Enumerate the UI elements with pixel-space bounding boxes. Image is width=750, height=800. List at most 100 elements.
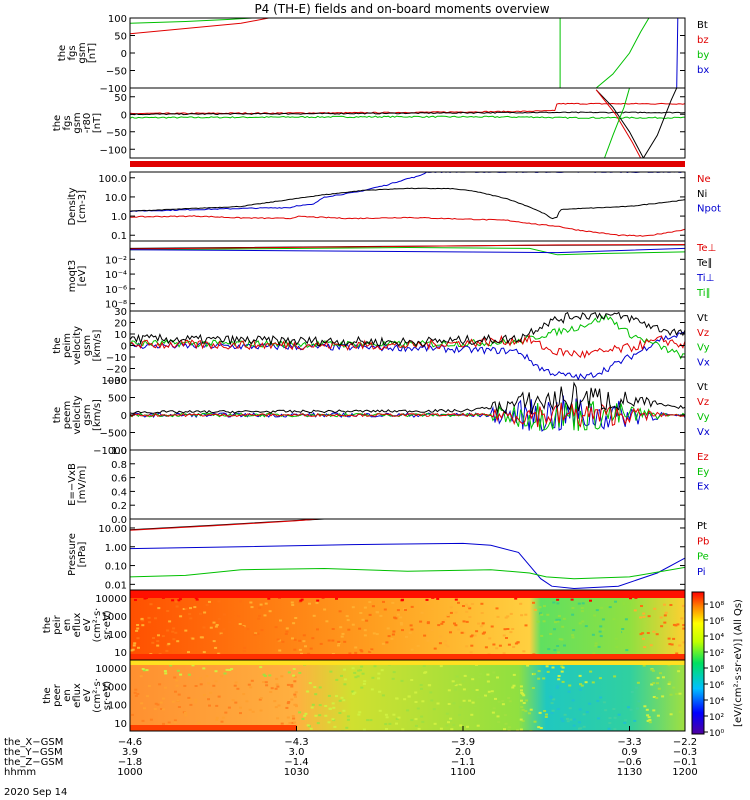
ytick-label: 0.10 xyxy=(105,562,127,573)
ylabel-line: -r80 xyxy=(82,113,93,133)
ytick-label: −50 xyxy=(106,67,127,78)
ylabel-line: [nT] xyxy=(92,113,103,133)
legend-Te∥: Te∥ xyxy=(696,258,713,269)
ylabel-line: [nPa] xyxy=(77,541,88,567)
ylabel-line: [km/s] xyxy=(92,399,103,431)
ylabel-line: (cm²·s· xyxy=(92,678,103,713)
ylabel-line: [cm-3] xyxy=(77,190,88,223)
legend-Ey: Ey xyxy=(697,467,709,478)
colorbar: 10⁸ 10⁶ 10⁴ 10² 10⁸ 10⁶ 10⁴ 10² 10⁰ [eV/(cm²·s·s… xyxy=(691,591,744,739)
ylabel-line: peer xyxy=(52,683,63,707)
panel-pressure: 10.00 1.00 0.10 0.01 Pressure [nPa] Pt Pb Pe Pi xyxy=(67,518,709,591)
legend-Pi: Pi xyxy=(697,567,706,578)
colorbar-tick: 10⁶ xyxy=(709,617,724,627)
legend-Ez: Ez xyxy=(697,452,709,463)
ytick-label: 0 xyxy=(121,49,127,60)
legend-Pe: Pe xyxy=(697,552,709,563)
ylabel-line: E=−VxB xyxy=(67,463,78,506)
ylabel-line: velocity xyxy=(72,395,83,434)
figure-title: P4 (TH-E) fields and on-board moments ov… xyxy=(254,2,549,16)
fgs-gse-series-black-6 xyxy=(642,88,678,158)
colorbar-label: [eV/(cm²·s·sr·eV)] (All Qs) xyxy=(733,599,744,727)
legend-Bt: Bt xyxy=(697,20,708,31)
fgs-gse-series-green-7 xyxy=(604,88,630,158)
ytick-label: 20 xyxy=(114,319,127,330)
ylabel-line: eV xyxy=(82,618,93,631)
ytick-label: 1000 xyxy=(102,682,127,693)
legend-Ex: Ex xyxy=(697,482,709,493)
fgs-gse-series-black-4 xyxy=(595,89,644,158)
ytick-label: −100 xyxy=(100,145,127,156)
xaxis-value: −0.3 xyxy=(673,747,697,758)
panel-fgs: 100 50 0 −50 −100 the fgs gsm [nT] Bt bz by bx xyxy=(57,14,709,95)
ytick-label: 0.8 xyxy=(111,460,127,471)
xaxis-value: 1030 xyxy=(284,767,309,778)
ytick-label: 0.2 xyxy=(111,501,127,512)
legend-Pt: Pt xyxy=(697,521,707,532)
fgs-series-red-0 xyxy=(130,18,269,35)
ytick-label: 10⁻⁴ xyxy=(105,270,127,281)
ylabel-line: the xyxy=(42,687,53,703)
ytick-label: −500 xyxy=(100,429,127,440)
ytick-label: 1000 xyxy=(102,612,127,623)
panel-fgs-gse: 50 0 −50 −100 the fgs gsm -r80 [nT] xyxy=(52,87,686,159)
ytick-label: −100 xyxy=(100,84,127,95)
temperature-series-green-1 xyxy=(130,246,685,256)
colorbar-tick: 10² xyxy=(709,649,724,659)
temperature-series-blue-3 xyxy=(130,247,685,254)
density-series-blue-0 xyxy=(130,172,685,213)
xaxis-value: 3.9 xyxy=(122,747,138,758)
ytick-label: 10.0 xyxy=(105,193,127,204)
fgs-series-green-3 xyxy=(595,18,650,88)
fgs-series-green-1 xyxy=(130,18,253,24)
legend-Vz: Vz xyxy=(697,328,709,339)
legend-Ni: Ni xyxy=(697,189,707,200)
ytick-label: 10000 xyxy=(95,594,127,605)
density-series-red-2 xyxy=(130,215,685,237)
ytick-label: 1000 xyxy=(102,376,127,387)
ylabel-line: Pressure xyxy=(67,533,78,576)
xaxis-value: 0.9 xyxy=(622,747,638,758)
panel-peir-spec: 10000 1000 100 10 the peir en eflux eV (cm²·s· sr·… xyxy=(42,589,686,661)
ylabel-line: peim xyxy=(62,333,73,358)
xaxis-row-label: the_Z−GSM xyxy=(4,757,63,768)
legend-Vt: Vt xyxy=(697,313,708,324)
ytick-label: 0.0 xyxy=(111,515,127,526)
ylabel-line: gsm xyxy=(72,112,83,133)
ytick-label: −20 xyxy=(106,365,127,376)
ytick-label: 100 xyxy=(108,14,127,25)
xaxis-value: 3.0 xyxy=(289,747,305,758)
ytick-label: 10 xyxy=(114,330,127,341)
ylabel-line: sr·eV) xyxy=(102,610,113,639)
colorbar-tick: 10⁸ xyxy=(709,601,724,611)
ylabel-line: eV xyxy=(82,689,93,702)
legend-Vx: Vx xyxy=(697,357,710,368)
ylabel-line: eflux xyxy=(72,613,83,638)
pressure-series-blue-2 xyxy=(130,542,685,590)
legend-Te⊥: Te⊥ xyxy=(696,243,716,254)
ytick-label: 1.0 xyxy=(111,446,127,457)
ylabel-line: gsm xyxy=(82,335,93,356)
ytick-label: 10000 xyxy=(95,664,127,675)
xaxis-row-label: the_Y−GSM xyxy=(4,747,63,758)
ylabel-line: moqt3 xyxy=(67,260,78,293)
ytick-label: −50 xyxy=(106,128,127,139)
date-label: 2020 Sep 14 xyxy=(4,787,67,798)
ylabel-line: Density xyxy=(67,187,78,225)
temperature-series-red-2 xyxy=(130,244,685,250)
ytick-label: 10⁻⁸ xyxy=(105,300,127,311)
panel-peem-velocity: 1000 500 0 −500 −1000 the peem velocity gsm [km/s… xyxy=(52,376,710,457)
ylabel-line: the xyxy=(52,115,63,131)
xaxis-value: −3.9 xyxy=(451,737,475,748)
ylabel-line: gsm xyxy=(77,42,88,63)
ytick-label: 50 xyxy=(114,32,127,43)
pressure-series-red-1 xyxy=(130,519,319,531)
colorbar-tick: 10⁴ xyxy=(709,633,724,643)
ytick-label: 100 xyxy=(108,630,127,641)
ylabel-line: the xyxy=(57,45,68,61)
legend-bz: bz xyxy=(697,35,709,46)
ytick-label: 10 xyxy=(114,648,127,659)
legend-Pb: Pb xyxy=(697,536,709,547)
